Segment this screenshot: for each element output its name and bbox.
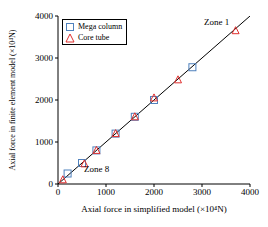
svg-text:1000: 1000: [35, 137, 54, 147]
svg-text:4000: 4000: [35, 11, 54, 21]
svg-text:0: 0: [49, 179, 54, 189]
svg-text:Axial force in simplified mode: Axial force in simplified model (×10⁴N): [81, 204, 226, 214]
svg-text:1000: 1000: [97, 187, 116, 197]
html-text:Core tube: Core tube: [78, 33, 110, 42]
html-text:Zone 1: Zone 1: [204, 17, 230, 27]
svg-text:Axial force in finite element: Axial force in finite element model (×10…: [8, 29, 17, 170]
svg-text:2000: 2000: [35, 95, 54, 105]
svg-text:3000: 3000: [35, 53, 54, 63]
svg-text:0: 0: [56, 187, 61, 197]
svg-text:3000: 3000: [193, 187, 212, 197]
html-text:Mega column: Mega column: [78, 22, 123, 31]
svg-text:4000: 4000: [241, 187, 260, 197]
svg-text:2000: 2000: [145, 187, 164, 197]
html-text:Zone 8: Zone 8: [84, 164, 110, 174]
